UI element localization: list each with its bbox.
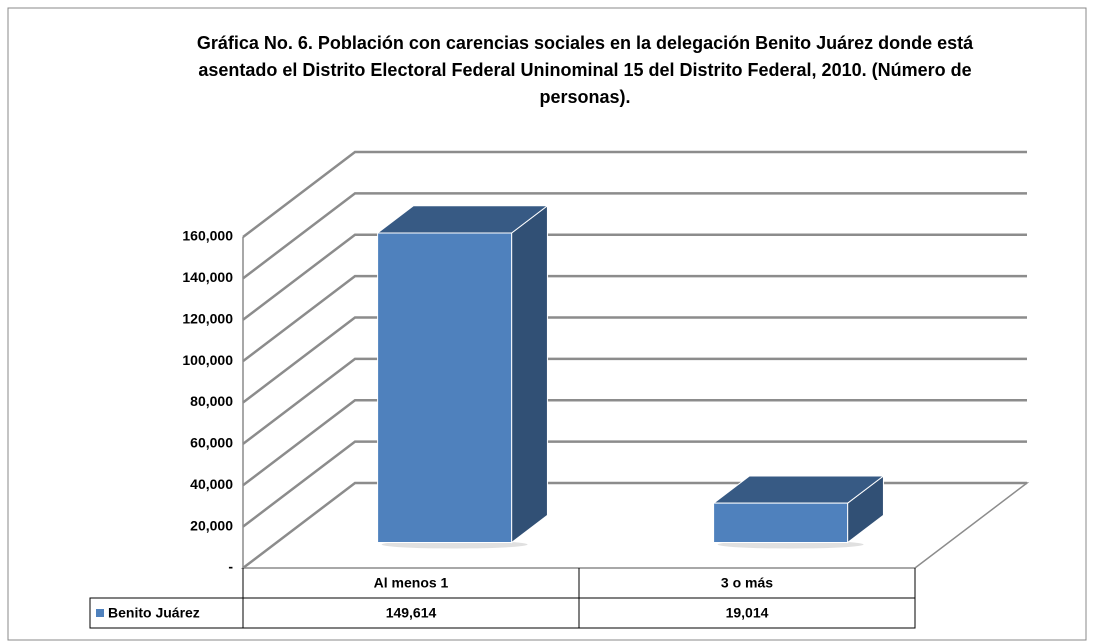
y-tick-label: 80,000 (190, 393, 233, 409)
x-tick-label: Al menos 1 (374, 575, 449, 591)
grid-line (242, 150, 1027, 238)
data-table-border (89, 597, 916, 629)
grid-line (242, 316, 1027, 404)
grid-line (242, 233, 1027, 321)
legend-label: Benito Juárez (108, 605, 200, 621)
y-tick-label: 40,000 (190, 476, 233, 492)
grid-line (242, 192, 1027, 280)
grid-line (242, 440, 1027, 528)
bar-side (511, 204, 548, 544)
y-tick-label: 160,000 (182, 228, 233, 244)
y-tick-label: 60,000 (190, 435, 233, 451)
data-label: 19,014 (726, 605, 769, 621)
x-tick-label: 3 o más (721, 575, 773, 591)
grid-line (242, 274, 1027, 363)
y-tick-label: 120,000 (182, 310, 233, 326)
bar (377, 232, 513, 543)
legend-swatch (96, 609, 104, 617)
y-tick-label: 100,000 (182, 352, 233, 368)
chart-title: Gráfica No. 6. Población con carencias s… (196, 33, 974, 107)
y-tick-label: 140,000 (182, 269, 233, 285)
grid-line (242, 357, 1027, 445)
y-tick-label: - (228, 559, 233, 575)
y-tick-label: 20,000 (190, 517, 233, 533)
bar (713, 502, 849, 543)
grid-line (242, 399, 1027, 487)
data-label: 149,614 (386, 605, 437, 621)
